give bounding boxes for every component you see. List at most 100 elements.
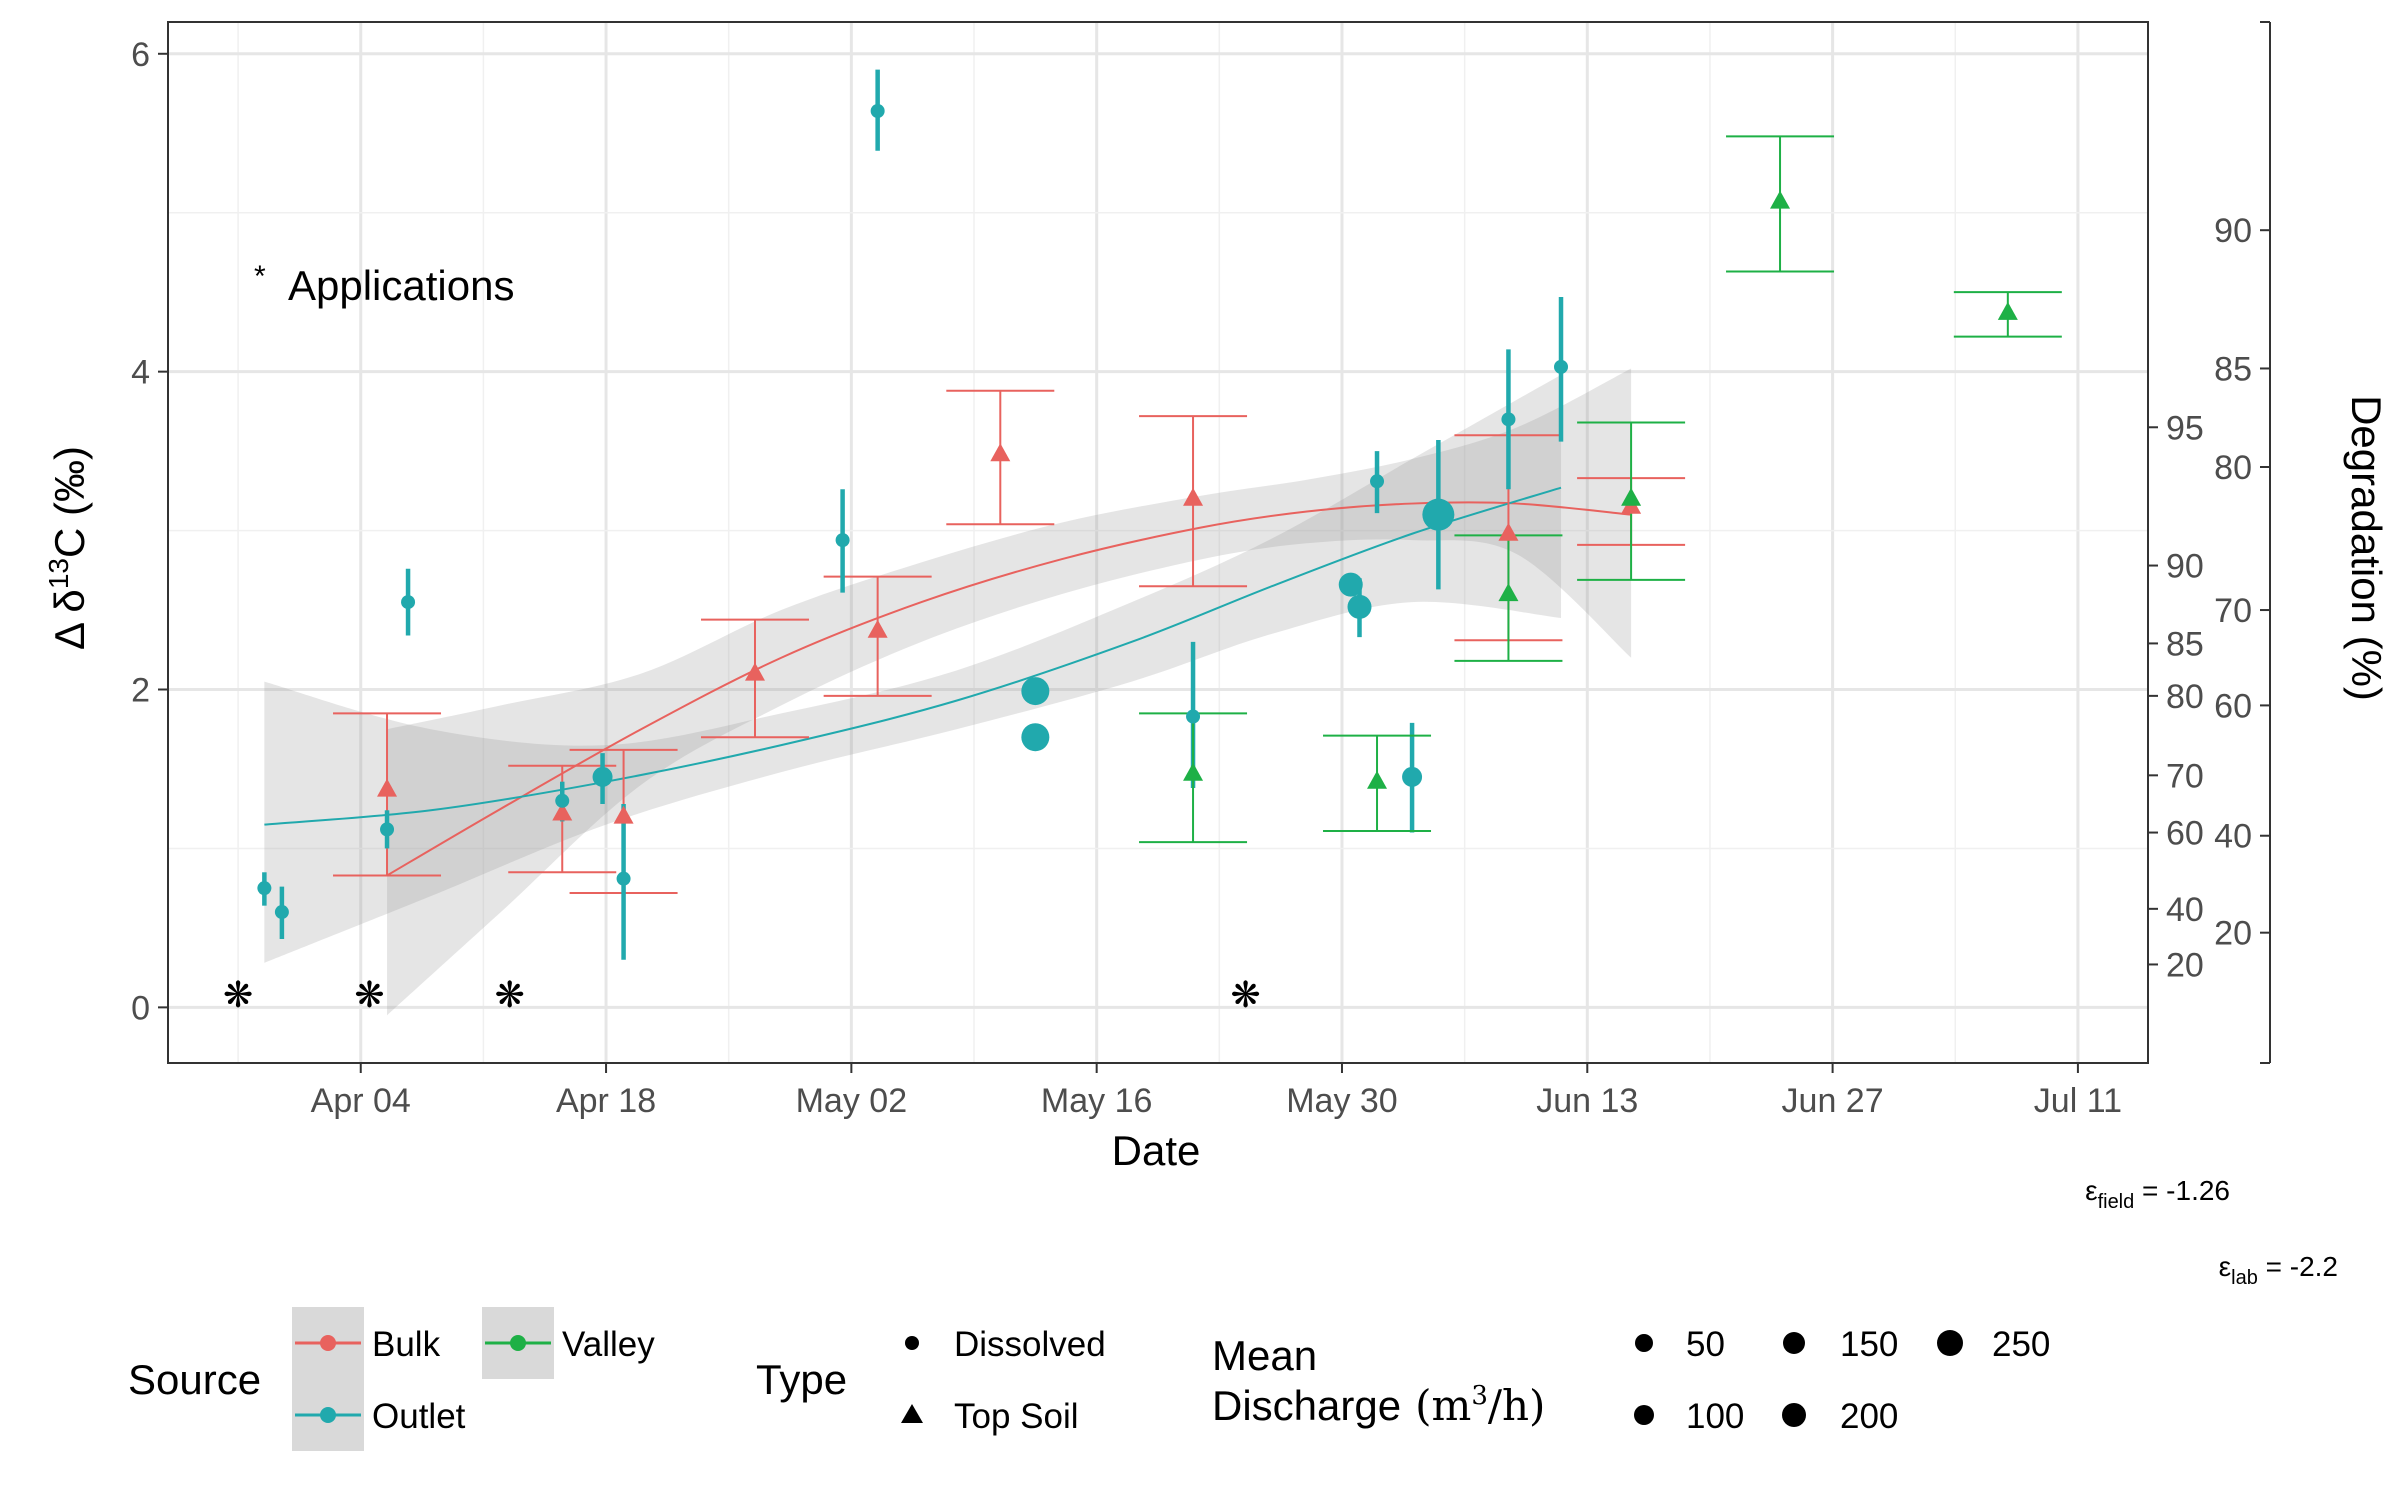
point-valley <box>1498 583 1519 602</box>
legend-key-outlet-dot <box>320 1407 336 1423</box>
legend-size-50: 50 <box>1686 1325 1725 1364</box>
point-outlet <box>1370 474 1385 489</box>
sec1-tick-label: 60 <box>2166 815 2204 853</box>
degradation-axis-title: Degradation (%) <box>2343 395 2390 701</box>
epsilon-lab-note: εlab = -2.2 <box>2219 1251 2338 1289</box>
legend-size-200: 200 <box>1840 1397 1898 1436</box>
legend-discharge-title-line1: Mean <box>1212 1332 1317 1379</box>
point-outlet <box>592 766 613 787</box>
sec1-tick-label: 85 <box>2166 625 2204 663</box>
legend-size-150: 150 <box>1840 1325 1898 1364</box>
legend-discharge-title-line2: Discharge (m3/h) <box>1212 1381 1545 1430</box>
legend-discharge-unit-b: /h) <box>1488 1381 1546 1430</box>
point-bulk <box>1498 522 1519 541</box>
legend-key-top-soil <box>901 1404 923 1423</box>
legend-discharge-unit-sup: 3 <box>1471 1381 1488 1411</box>
point-outlet <box>616 871 631 886</box>
legend-key-valley-dot <box>510 1335 526 1351</box>
legend-label-top-soil: Top Soil <box>954 1397 1079 1436</box>
sec2-tick-label: 70 <box>2214 592 2252 630</box>
point-outlet <box>1186 709 1201 724</box>
sec2-tick-label: 20 <box>2214 915 2252 953</box>
application-marker: ❋ <box>495 975 525 1016</box>
y-tick-label: 4 <box>131 354 150 392</box>
fit-line-outlet <box>264 486 1562 826</box>
y-axis-title-sup: 13 <box>43 558 74 589</box>
epsilon-field-sub: field <box>2098 1191 2135 1213</box>
y-axis-title-part-a: Δ δ <box>46 589 93 650</box>
point-bulk <box>990 443 1011 462</box>
applications-annotation-star: * <box>254 260 266 293</box>
point-outlet <box>1347 594 1372 619</box>
point-outlet <box>401 595 416 610</box>
point-outlet <box>835 533 850 548</box>
point-bulk <box>867 619 888 638</box>
y-axis: 0 2 4 6 <box>131 36 168 1027</box>
legend-size-200-dot <box>1782 1403 1806 1427</box>
data-points <box>257 104 2018 920</box>
point-outlet <box>555 793 570 808</box>
y-axis-title: Δ δ13C (‰) <box>43 446 93 650</box>
legend-size-50-dot <box>1635 1334 1653 1352</box>
y-tick-label: 0 <box>131 989 150 1027</box>
point-outlet <box>1338 572 1363 597</box>
sec2-tick-label: 85 <box>2214 350 2252 388</box>
legend-key-dissolved <box>905 1336 919 1350</box>
sec1-tick-label: 40 <box>2166 891 2204 929</box>
legend-discharge-word: Discharge <box>1212 1382 1401 1429</box>
point-valley <box>1997 301 2018 320</box>
application-marker: ❋ <box>354 975 384 1016</box>
sec1-tick-label: 80 <box>2166 678 2204 716</box>
point-outlet <box>1402 766 1423 787</box>
sec2-tick-label: 90 <box>2214 212 2252 250</box>
secondary-axis-1: 20 40 60 70 80 85 90 95 <box>2148 409 2204 984</box>
legend-size-100: 100 <box>1686 1397 1744 1436</box>
x-tick-label: May 02 <box>796 1082 908 1120</box>
x-tick-label: May 16 <box>1041 1082 1153 1120</box>
point-bulk <box>552 802 573 821</box>
x-tick-label: Jul 11 <box>2034 1082 2122 1120</box>
point-outlet <box>380 822 395 837</box>
x-tick-label: Jun 27 <box>1782 1082 1884 1120</box>
sec2-tick-label: 80 <box>2214 449 2252 487</box>
point-outlet <box>1021 723 1050 752</box>
grid <box>168 22 2148 1063</box>
legend-source: Source Bulk Outlet Valley <box>128 1307 655 1451</box>
y-tick-label: 6 <box>131 36 150 74</box>
y-axis-title-part-b: C (‰) <box>46 446 93 558</box>
point-valley <box>1770 190 1791 209</box>
epsilon-lab-sub: lab <box>2231 1267 2258 1289</box>
point-bulk <box>377 778 398 797</box>
plot-panel-border <box>167 21 2149 1064</box>
legend-label-outlet: Outlet <box>372 1397 466 1436</box>
confidence-ribbons <box>264 368 1632 1016</box>
point-valley <box>1621 487 1642 506</box>
sec1-tick-label: 70 <box>2166 757 2204 795</box>
legend-discharge-unit-a: (m <box>1415 1381 1471 1430</box>
legend-size-150-dot <box>1783 1332 1805 1354</box>
application-markers: ❋ ❋ ❋ ❋ <box>223 975 1261 1016</box>
secondary-axis-2: 20 40 60 70 80 85 90 <box>2214 21 2271 1064</box>
sec2-tick-label: 40 <box>2214 818 2252 856</box>
legend-size-100-dot <box>1634 1405 1654 1425</box>
point-outlet <box>257 881 272 896</box>
epsilon-lab-symbol: ε <box>2219 1251 2231 1282</box>
legend-size-250-dot <box>1937 1330 1963 1356</box>
application-marker: ❋ <box>223 975 253 1016</box>
legend-discharge: Mean Discharge (m3/h) 50 150 250 100 200 <box>1212 1325 2050 1436</box>
epsilon-field-note: εfield = -1.26 <box>2085 1175 2230 1213</box>
point-outlet <box>1021 677 1050 706</box>
point-outlet <box>1422 498 1455 531</box>
epsilon-field-value: = -1.26 <box>2134 1175 2230 1206</box>
x-tick-label: May 30 <box>1286 1082 1398 1120</box>
sec1-tick-label: 20 <box>2166 946 2204 984</box>
epsilon-field-symbol: ε <box>2085 1175 2097 1206</box>
point-outlet <box>870 104 885 119</box>
x-tick-label: Jun 13 <box>1536 1082 1638 1120</box>
x-tick-label: Apr 18 <box>556 1082 656 1120</box>
applications-annotation: Applications <box>288 262 514 309</box>
ribbon-bulk <box>387 368 1632 1016</box>
legend-label-dissolved: Dissolved <box>954 1325 1106 1364</box>
